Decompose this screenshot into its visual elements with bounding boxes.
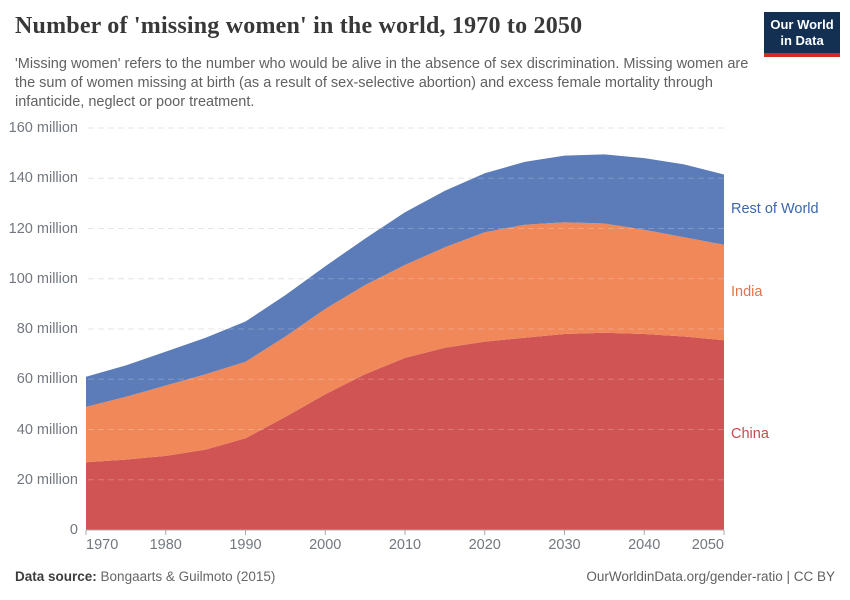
- x-tick-label-2020: 2020: [468, 537, 501, 553]
- x-tick-label-1980: 1980: [149, 537, 182, 553]
- x-tick-label-2000: 2000: [309, 537, 342, 553]
- x-tick-label-1990: 1990: [229, 537, 262, 553]
- y-tick-label-20: 20 million: [16, 471, 78, 488]
- series-label-india: India: [731, 283, 763, 300]
- owid-url-license-link[interactable]: OurWorldinData.org/gender-ratio | CC BY: [586, 569, 835, 584]
- owid-logo[interactable]: Our World in Data: [764, 12, 840, 57]
- y-tick-label-0: 0: [69, 522, 78, 538]
- x-tick-label-2010: 2010: [388, 537, 422, 553]
- owid-logo-line1: Our World: [770, 17, 834, 32]
- chart-title: Number of 'missing women' in the world, …: [15, 13, 583, 39]
- owid-logo-line2: in Data: [780, 33, 824, 48]
- y-tick-label-100: 100 million: [8, 270, 78, 287]
- y-tick-label-120: 120 million: [8, 220, 78, 237]
- data-source-note: Data source: Bongaarts & Guilmoto (2015): [15, 569, 275, 584]
- data-source-label: Data source:: [15, 569, 97, 584]
- y-tick-label-40: 40 million: [16, 421, 78, 438]
- series-label-china: China: [731, 426, 769, 443]
- chart-subtitle: 'Missing women' refers to the number who…: [15, 56, 749, 111]
- x-tick-label-1970: 1970: [86, 537, 119, 553]
- area-rest-of-world[interactable]: [86, 154, 724, 407]
- y-tick-label-80: 80 million: [16, 321, 78, 337]
- data-source-value: Bongaarts & Guilmoto (2015): [100, 569, 276, 584]
- area-china[interactable]: [86, 332, 724, 530]
- y-tick-label-140: 140 million: [8, 170, 78, 187]
- y-tick-label-60: 60 million: [16, 371, 78, 388]
- x-tick-label-2030: 2030: [548, 537, 581, 553]
- x-tick-label-2050: 2050: [691, 537, 724, 553]
- x-tick-label-2040: 2040: [628, 537, 661, 553]
- y-tick-label-160: 160 million: [8, 120, 78, 136]
- series-label-rest-of-world: Rest of World: [731, 200, 819, 217]
- area-india[interactable]: [86, 222, 724, 463]
